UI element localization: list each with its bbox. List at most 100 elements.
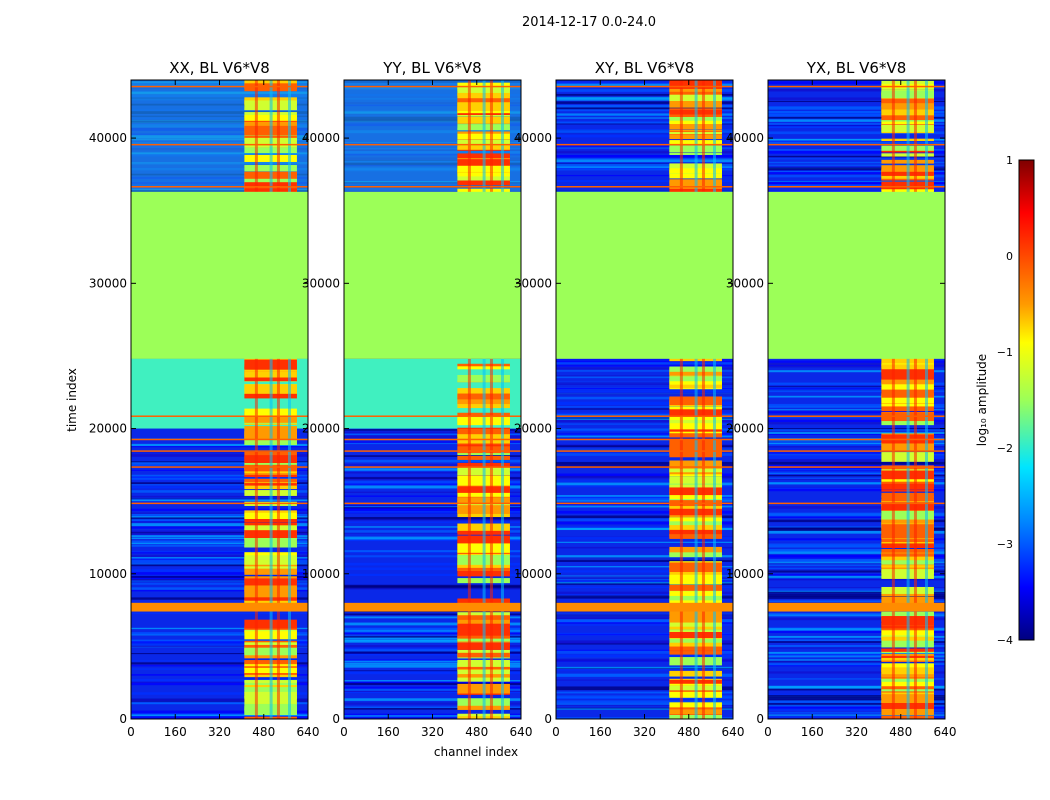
heatmap-row [768, 106, 945, 108]
panel-title: YX, BL V6*V8 [806, 59, 907, 77]
heatmap-row [768, 555, 945, 558]
heatmap-row [556, 576, 733, 580]
heatmap-row [131, 508, 308, 512]
flag-line [344, 143, 521, 146]
heatmap-row [768, 138, 945, 142]
heatmap-row [556, 406, 733, 408]
heatmap-row [344, 651, 521, 654]
heatmap-row [556, 453, 733, 456]
heatmap-panel-1: XX, BL V6*V8 0 160 320 480 640 0 10000 20000 3000… [89, 59, 320, 739]
heatmap-row [344, 536, 521, 540]
heatmap-row [131, 574, 308, 577]
heatmap-row [768, 671, 945, 674]
heatmap-row [768, 515, 945, 518]
heatmap-row [768, 395, 945, 398]
heatmap-row [768, 526, 945, 528]
heatmap-row [556, 619, 733, 623]
flag-line [768, 466, 945, 468]
heatmap-row [131, 641, 308, 643]
heatmap-row [768, 600, 945, 603]
heatmap-row [131, 645, 308, 648]
heatmap-row [556, 485, 733, 488]
heatmap-row [556, 632, 733, 635]
y-tick-label: 20000 [726, 422, 764, 436]
flag-line [131, 143, 308, 146]
heatmap-row [768, 653, 945, 657]
heatmap-row [344, 670, 521, 672]
heatmap-row [344, 706, 521, 709]
heatmap-row [768, 442, 945, 444]
heatmap-row [344, 538, 521, 541]
heatmap-row [344, 682, 521, 686]
channel-column [254, 80, 258, 719]
y-tick-label: 20000 [89, 422, 127, 436]
heatmap-row [131, 453, 308, 456]
heatmap-row [344, 459, 521, 463]
y-tick-label: 40000 [514, 131, 552, 145]
heatmap-panel-4: YX, BL V6*V8 0 160 320 480 640 0 10000 20000 3000… [726, 59, 957, 739]
orange-band [131, 602, 308, 612]
heatmap-row [344, 464, 521, 466]
x-tick-label: 160 [801, 725, 824, 739]
heatmap-row [131, 474, 308, 477]
flag-line [556, 415, 733, 417]
y-tick-label: 40000 [302, 131, 340, 145]
heatmap-row [556, 708, 733, 710]
heatmap-row [768, 644, 945, 648]
heatmap-row [131, 484, 308, 486]
heatmap-row [556, 654, 733, 658]
heatmap-row [556, 428, 733, 432]
heatmap-row [768, 590, 945, 593]
heatmap-row [131, 558, 308, 561]
heatmap-row [768, 477, 945, 480]
heatmap-row [768, 570, 945, 573]
y-tick-label: 0 [119, 712, 127, 726]
heatmap-row [768, 579, 945, 581]
flag-line [131, 186, 308, 188]
heatmap-row [768, 466, 945, 469]
heatmap-row [768, 475, 945, 477]
heatmap-row [131, 550, 308, 553]
heatmap-row [131, 579, 308, 581]
heatmap-row [131, 464, 308, 466]
heatmap-row [131, 477, 308, 479]
y-tick-label: 30000 [514, 276, 552, 290]
heatmap-row [556, 578, 733, 580]
heatmap-row [344, 632, 521, 635]
x-tick-label: 480 [677, 725, 700, 739]
heatmap-row [556, 624, 733, 626]
heatmap-row [131, 587, 308, 590]
flag-line [131, 466, 308, 468]
x-tick-label: 640 [297, 725, 320, 739]
heatmap-row [556, 536, 733, 540]
heatmap-row [131, 660, 308, 662]
y-tick-label: 20000 [302, 422, 340, 436]
heatmap-row [131, 461, 308, 465]
heatmap-row [556, 633, 733, 636]
heatmap-row [556, 495, 733, 497]
flag-line [556, 186, 733, 188]
heatmap-row [768, 97, 945, 100]
x-tick-label: 0 [764, 725, 772, 739]
heatmap-row [344, 480, 521, 484]
heatmap-row [344, 622, 521, 626]
y-tick-label: 10000 [726, 567, 764, 581]
channel-column [501, 80, 505, 719]
heatmap-row [344, 691, 521, 694]
heatmap-cells [556, 80, 733, 719]
heatmap-row [131, 582, 308, 585]
heatmap-row [768, 456, 945, 459]
y-tick-label: 40000 [726, 131, 764, 145]
heatmap-row [768, 461, 945, 465]
heatmap-row [344, 648, 521, 652]
heatmap-row [556, 174, 733, 177]
heatmap-row [131, 674, 308, 676]
heatmap-row [131, 572, 308, 575]
flag-line [344, 502, 521, 505]
heatmap-row [344, 690, 521, 692]
heatmap-row [556, 673, 733, 677]
heatmap-row [556, 168, 733, 170]
heatmap-row [131, 665, 308, 667]
heatmap-row [768, 444, 945, 447]
